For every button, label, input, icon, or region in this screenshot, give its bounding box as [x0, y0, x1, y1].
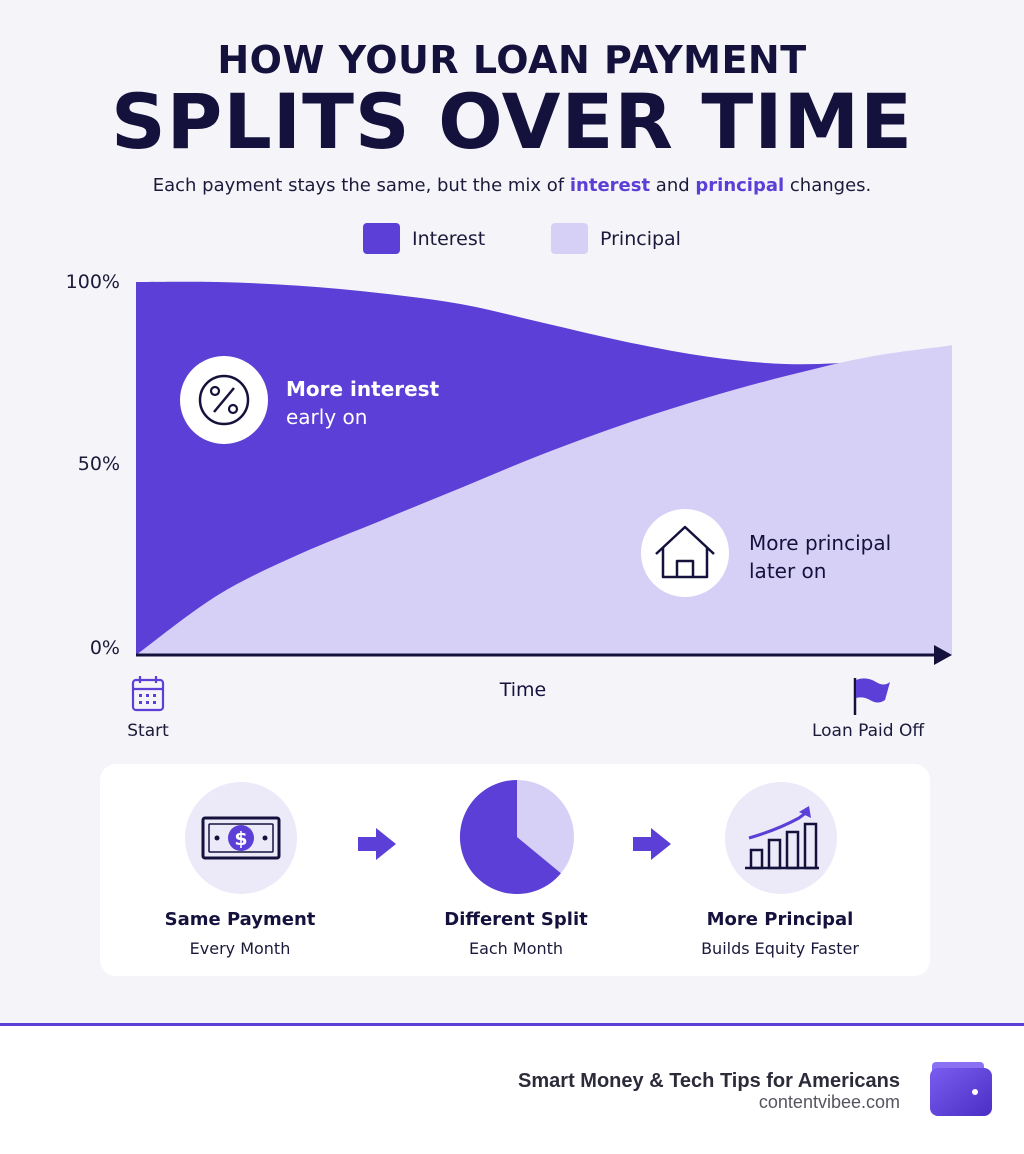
pie-slice-interest	[459, 780, 561, 894]
page-title: SPLITS OVER TIME	[110, 77, 914, 166]
x-axis-arrow	[934, 645, 952, 665]
legend: Interest Principal	[0, 223, 1024, 257]
subtitle-post: changes.	[784, 175, 872, 196]
annotation-principal-line2: later on	[749, 559, 826, 583]
step-same-payment-sub: Every Month	[189, 939, 291, 958]
pie-chart-icon	[459, 780, 574, 894]
step-more-principal-title: More Principal	[706, 909, 854, 930]
legend-swatch-principal	[551, 223, 588, 254]
svg-text:$: $	[234, 828, 247, 850]
annotation-interest: More interest early on	[180, 356, 440, 444]
footer-url[interactable]: contentvibee.com	[758, 1092, 900, 1112]
step-same-payment-circle: $	[185, 782, 297, 894]
area-chart: 100% 50% 0% More interest early on More …	[66, 271, 952, 741]
annotation-interest-line2: early on	[286, 405, 367, 429]
legend-swatch-interest	[363, 223, 400, 254]
x-axis-label: Time	[499, 679, 547, 701]
dollar-bill-icon: $	[201, 816, 281, 860]
footer-tagline: Smart Money & Tech Tips for Americans	[518, 1070, 900, 1092]
y-tick-100: 100%	[66, 271, 120, 293]
step-different-split-title: Different Split	[444, 909, 588, 930]
house-icon	[655, 525, 715, 579]
annotation-principal: More principal later on	[641, 509, 891, 597]
step-same-payment-title: Same Payment	[164, 909, 316, 930]
arrow-right-icon	[633, 828, 671, 860]
step-different-split-sub: Each Month	[468, 939, 564, 958]
principal-area	[136, 345, 952, 655]
legend-label-principal: Principal	[600, 227, 681, 250]
subtitle: Each payment stays the same, but the mix…	[0, 175, 1024, 196]
y-tick-50: 50%	[78, 453, 120, 475]
subtitle-interest: interest	[569, 175, 651, 196]
subtitle-principal: principal	[695, 175, 785, 196]
x-end-label: Loan Paid Off	[812, 721, 925, 741]
annotation-principal-circle	[641, 509, 729, 597]
title-top: HOW YOUR LOAN PAYMENT	[217, 38, 807, 82]
percent-icon	[198, 374, 250, 426]
subtitle-and: and	[650, 175, 696, 196]
flag-icon	[853, 678, 890, 715]
footer-divider	[0, 1023, 1024, 1026]
x-start-label: Start	[127, 721, 169, 741]
legend-label-interest: Interest	[412, 227, 486, 250]
step-more-principal-sub: Builds Equity Faster	[701, 939, 859, 958]
legend-item-interest: Interest	[363, 223, 485, 254]
step-more-principal-circle	[725, 782, 837, 894]
subtitle-pre: Each payment stays the same, but the mix…	[152, 175, 570, 196]
arrow-right-icon	[358, 828, 396, 860]
steps-card: $ Same Payment Every Month Different Spl…	[100, 764, 930, 976]
growth-chart-icon	[745, 806, 819, 870]
footer: Smart Money & Tech Tips for Americans co…	[0, 1026, 1024, 1154]
annotation-interest-line1: More interest	[286, 377, 440, 401]
calendar-icon	[131, 676, 165, 712]
legend-item-principal: Principal	[551, 223, 681, 254]
annotation-principal-line1: More principal	[749, 531, 891, 555]
y-tick-0: 0%	[90, 637, 120, 659]
wallet-icon	[930, 1062, 992, 1116]
